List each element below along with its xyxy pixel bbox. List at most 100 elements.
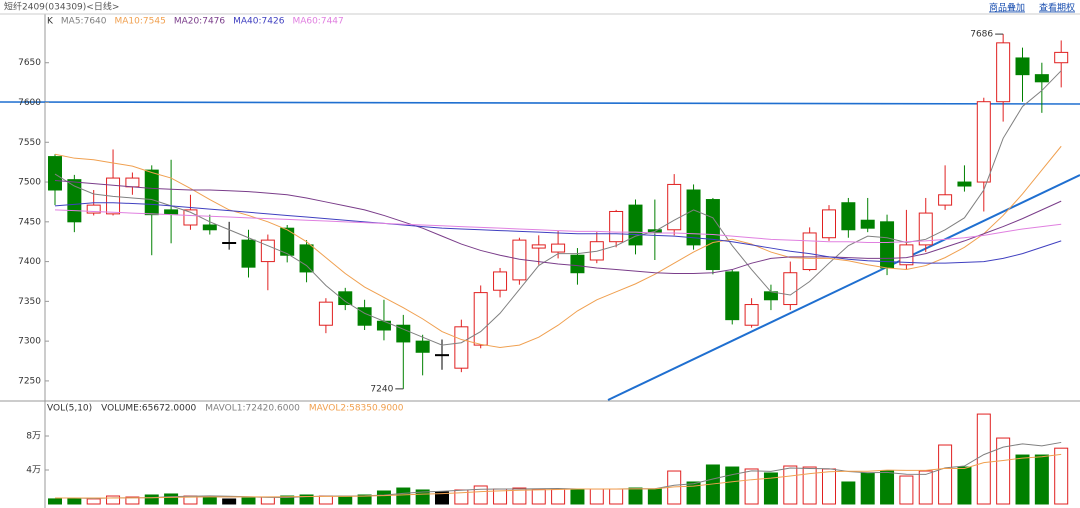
volume-bar [996, 437, 1011, 505]
option-button[interactable]: 查看期权 [1039, 2, 1075, 14]
candle-body [531, 244, 546, 249]
volume-bar [551, 488, 566, 505]
volume-bar [435, 491, 449, 505]
volume-bar [531, 488, 546, 505]
overlay-button[interactable]: 商品叠加 [989, 2, 1025, 14]
candle-body [1015, 57, 1030, 76]
volume-bar [280, 495, 295, 505]
volume-bar [164, 493, 179, 505]
y-tick-label: 7550 [18, 138, 41, 148]
volume-bar [396, 487, 411, 505]
candle-body [48, 156, 62, 191]
panel-label: K [47, 17, 54, 27]
ma-line [55, 441, 1062, 499]
legend-entry: MAVOL1:72420.6000 [205, 404, 300, 414]
candle-body [415, 340, 430, 353]
candle-body [1034, 74, 1049, 83]
volume-bar [957, 466, 972, 505]
candle-body [725, 271, 740, 321]
candle-body [957, 181, 972, 187]
legend-entry: MA5:7640 [61, 17, 107, 27]
volume-bar [338, 495, 353, 505]
volume-bar [918, 470, 933, 505]
y-tick-label: 7450 [18, 217, 41, 227]
volume-bar [802, 466, 817, 505]
volume-bar [376, 490, 391, 505]
volume-bar [744, 468, 759, 505]
candle-body [570, 254, 585, 274]
volume-bar [880, 470, 895, 505]
candle-body [822, 209, 836, 239]
candle-body [686, 189, 701, 246]
y-tick-label: 7650 [18, 58, 41, 68]
volume-bar [260, 496, 275, 505]
y-tick-label: 7250 [18, 376, 41, 386]
candle-body [744, 304, 759, 326]
volume-bar [725, 466, 740, 505]
candle-body [376, 320, 391, 331]
ma-line [55, 453, 1062, 499]
drawn-trend-line [607, 174, 1080, 401]
y-tick-label: 7350 [18, 297, 41, 307]
candle-body [202, 224, 217, 231]
volume-bar [1054, 447, 1069, 505]
ma-line [54, 202, 1062, 264]
extreme-label: 7240 [370, 384, 393, 394]
legend-entry: MA40:7426 [233, 17, 285, 27]
legend-entry: VOLUME:65672.0000 [101, 404, 196, 414]
legend-entry: MAVOL2:58350.9000 [309, 404, 404, 414]
y-tick-label: 8万 [26, 432, 41, 442]
y-tick-label: 4万 [26, 466, 41, 476]
legend-entry: MA10:7545 [115, 17, 166, 27]
candle-body [144, 169, 159, 216]
candle-body [260, 239, 275, 263]
volume-bar [1034, 454, 1049, 505]
volume-bar [106, 495, 121, 505]
volume-bar [299, 494, 314, 505]
volume-bar [841, 481, 856, 505]
volume-bar [144, 494, 159, 505]
ma-line [54, 209, 1062, 243]
volume-bar [647, 488, 662, 505]
page-title: 短纤2409(034309)<日线> [4, 1, 119, 13]
volume-bar [318, 495, 333, 505]
ma-line [54, 179, 1062, 275]
volume-bar [763, 472, 778, 505]
volume-bar [628, 487, 643, 505]
candle-body [222, 242, 237, 244]
volume-bar [202, 496, 217, 505]
legend-entry: MA20:7476 [174, 17, 226, 27]
volume-bar [589, 488, 604, 505]
y-tick-label: 7500 [18, 178, 41, 188]
volume-bar [860, 472, 875, 505]
candle-body [241, 239, 256, 268]
volume-bar [241, 497, 256, 505]
candle-body [454, 326, 469, 369]
volume-bar [570, 488, 585, 505]
legend-entry: VOL(5,10) [47, 404, 92, 414]
candle-body [609, 210, 624, 243]
candle-body [164, 209, 179, 215]
candle-body [976, 101, 991, 183]
volume-bar [1015, 454, 1030, 505]
candle-body [280, 227, 295, 256]
candle-body [996, 42, 1011, 103]
candle-body [860, 219, 875, 229]
volume-bar [473, 485, 488, 505]
volume-bar [976, 413, 991, 505]
candle-body [783, 272, 798, 306]
volume-bar [86, 498, 101, 505]
volume-bar [512, 487, 527, 505]
ma-line [54, 70, 1062, 346]
candle-body [551, 243, 566, 253]
candle-body [918, 212, 933, 246]
volume-bar [938, 444, 953, 505]
candle-body [802, 232, 817, 271]
candle-body [86, 204, 101, 214]
candle-body [493, 271, 508, 291]
volume-bar [222, 498, 237, 505]
y-tick-label: 7400 [18, 257, 41, 267]
candle-body [396, 324, 411, 343]
